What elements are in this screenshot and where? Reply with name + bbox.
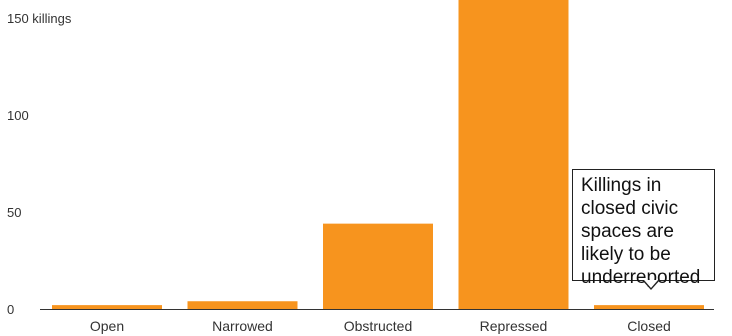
bar-obstructed [323,223,433,309]
bar-narrowed [187,301,298,309]
x-tick-label: Closed [627,318,671,334]
bar-repressed [458,0,569,309]
x-tick-label: Narrowed [212,318,273,334]
bar-open [52,305,162,309]
y-tick-label: 150 killings [7,11,72,26]
y-tick-label: 50 [7,205,21,220]
y-tick-label: 0 [7,302,14,317]
bars [52,0,704,309]
x-tick-label: Open [90,318,124,334]
x-tick-label: Repressed [480,318,548,334]
y-tick-label: 100 [7,108,29,123]
y-axis-ticks: 0 50 100 150 killings [7,11,72,317]
x-axis-labels: Open Narrowed Obstructed Repressed Closed [90,318,671,334]
annotation-callout: Killings in closed civic spaces are like… [572,169,715,288]
x-tick-label: Obstructed [344,318,412,334]
bar-closed [594,305,704,309]
